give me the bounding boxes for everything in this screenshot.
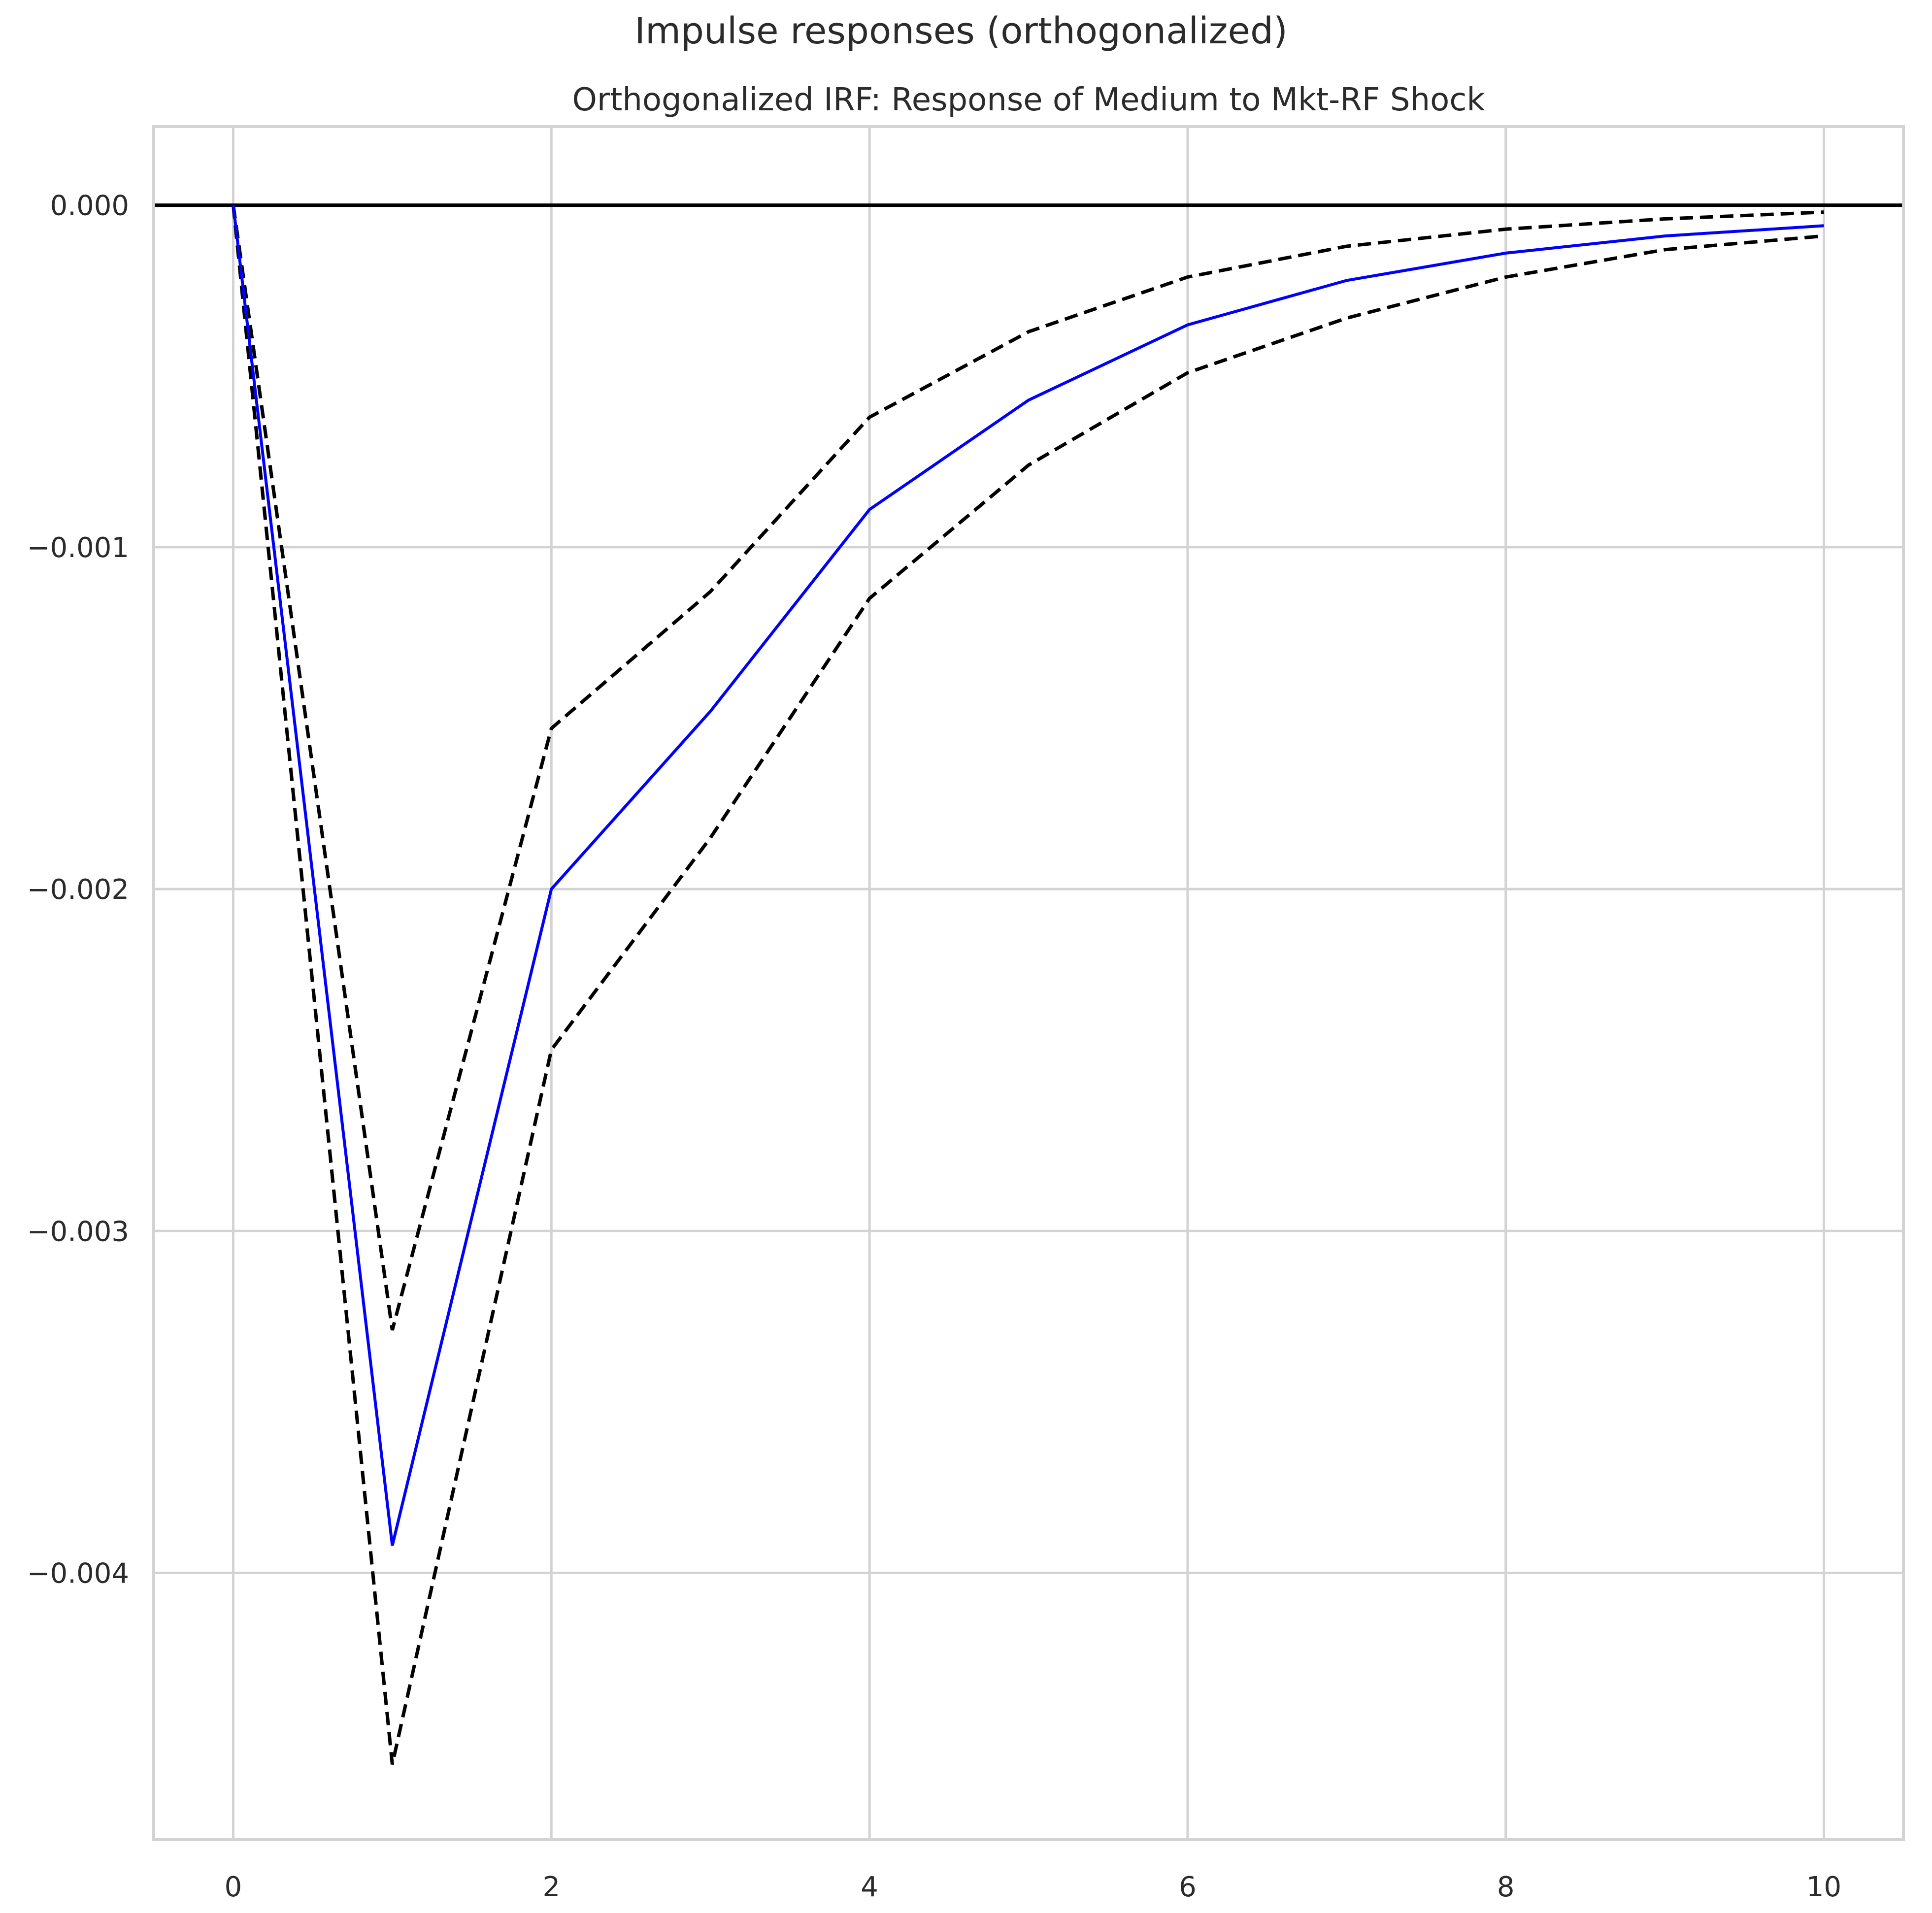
x-tick-label: 4	[861, 1871, 878, 1903]
x-tick-label: 10	[1806, 1871, 1841, 1903]
irf-line	[232, 205, 1824, 1546]
figure-suptitle: Impulse responses (orthogonalized)	[634, 10, 1288, 52]
grid	[154, 127, 1903, 1840]
chart-title: Orthogonalized IRF: Response of Medium t…	[572, 82, 1485, 118]
x-tick-label: 6	[1179, 1871, 1197, 1903]
y-tick-label: −0.001	[27, 532, 129, 564]
y-axis-ticks: 0.000 −0.001 −0.002 −0.003 −0.004	[27, 190, 129, 1590]
y-tick-label: −0.002	[27, 874, 129, 906]
upper-band-line	[232, 205, 1824, 1331]
x-tick-label: 8	[1497, 1871, 1515, 1903]
lower-band-line	[232, 205, 1824, 1765]
y-tick-label: −0.003	[27, 1216, 129, 1248]
x-tick-label: 2	[542, 1871, 560, 1903]
plot-frame	[152, 125, 1905, 1841]
x-tick-label: 0	[225, 1871, 242, 1903]
y-tick-label: −0.004	[27, 1558, 129, 1590]
x-axis-ticks: 0 2 4 6 8 10	[225, 1871, 1842, 1903]
series-group	[232, 205, 1824, 1765]
y-tick-label: 0.000	[50, 190, 129, 222]
